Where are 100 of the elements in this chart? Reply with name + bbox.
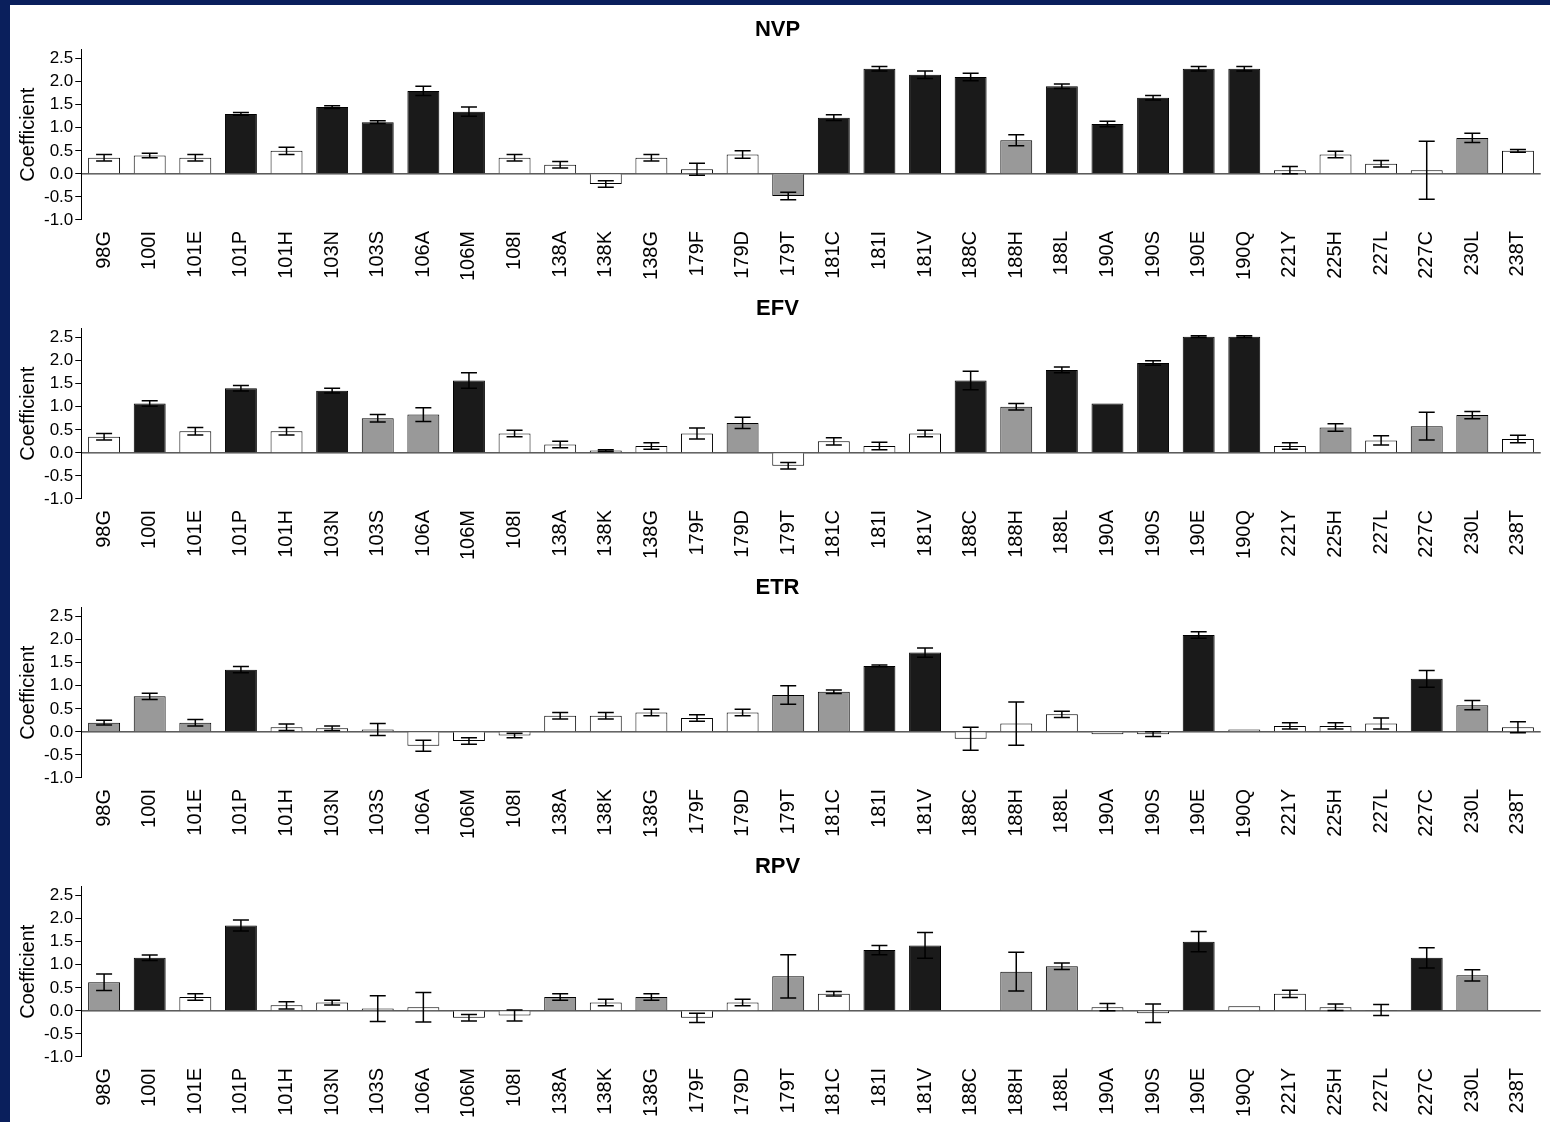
x-tick-label: 190A <box>1094 1067 1117 1115</box>
x-tick-label: 179T <box>775 509 798 556</box>
x-tick-label: 98G <box>91 1067 114 1106</box>
x-tick-label: 190S <box>1140 230 1163 278</box>
x-tick-label: 179D <box>730 1067 753 1116</box>
x-tick-label: 225H <box>1323 509 1346 558</box>
y-tick-label: 1.0 <box>49 117 74 137</box>
x-tick-label: 188L <box>1049 1067 1072 1113</box>
x-tick-label: 227C <box>1414 1067 1437 1116</box>
x-tick-label: 138A <box>547 1067 570 1115</box>
y-tick-label: 2.5 <box>49 606 74 626</box>
x-tick-label: 188L <box>1049 509 1072 555</box>
x-tick-label: 138G <box>638 509 661 559</box>
x-tick-label: 101E <box>182 788 205 836</box>
y-tick-label: 2.0 <box>49 629 74 649</box>
x-tick-label: 238T <box>1505 230 1528 277</box>
x-tick-label: 101P <box>228 788 251 836</box>
y-tick-label: -0.5 <box>44 744 74 764</box>
y-axis-title: Coefficient <box>15 87 38 182</box>
x-tick-label: 188L <box>1049 230 1072 276</box>
x-tick-label: 138K <box>593 509 616 557</box>
x-tick-label: 190Q <box>1231 788 1254 838</box>
x-tick-label: 221Y <box>1277 509 1300 557</box>
chart-title: NVP <box>754 16 801 42</box>
x-tick-label: 179F <box>684 230 707 277</box>
x-tick-label: 103S <box>365 230 388 278</box>
x-tick-label: 106A <box>410 788 433 836</box>
x-tick-label: 190A <box>1094 788 1117 836</box>
y-axis-title: Coefficient <box>15 645 38 740</box>
y-tick-label: 2.0 <box>49 350 74 370</box>
x-tick-label: 103S <box>365 509 388 557</box>
y-tick-label: -1.0 <box>44 488 74 508</box>
x-tick-label: 179D <box>730 230 753 279</box>
x-tick-label: 98G <box>91 230 114 269</box>
x-tick-label: 188H <box>1003 230 1026 279</box>
x-tick-label: 98G <box>91 509 114 548</box>
x-tick-label: 103N <box>319 230 342 279</box>
y-tick-label: -0.5 <box>44 465 74 485</box>
x-tick-label: 181C <box>821 788 844 837</box>
x-tick-label: 106M <box>456 788 479 839</box>
x-tick-label: 190S <box>1140 509 1163 557</box>
x-tick-label: 101P <box>228 1067 251 1115</box>
x-tick-label: 238T <box>1505 788 1528 835</box>
x-tick-label: 230L <box>1459 788 1482 834</box>
x-tick-label: 230L <box>1459 1067 1482 1113</box>
x-tick-label: 227L <box>1368 788 1391 834</box>
x-tick-label: 138A <box>547 509 570 557</box>
y-tick-label: 1.5 <box>49 652 74 672</box>
y-tick-label: 0.0 <box>49 721 74 741</box>
x-tick-label: 179T <box>775 1067 798 1114</box>
x-tick-label: 179T <box>775 230 798 277</box>
y-tick-label: 2.0 <box>49 908 74 928</box>
x-tick-label: 188C <box>958 788 981 837</box>
x-tick-label: 181V <box>912 788 935 836</box>
x-tick-label: 188H <box>1003 788 1026 837</box>
y-tick-label: -1.0 <box>44 767 74 787</box>
x-tick-label: 108I <box>502 788 525 828</box>
x-tick-label: 230L <box>1459 509 1482 555</box>
y-axis-title: Coefficient <box>15 366 38 461</box>
x-tick-label: 190E <box>1186 509 1209 557</box>
x-tick-label: 181V <box>912 1067 935 1115</box>
x-tick-label: 188C <box>958 230 981 279</box>
x-tick-label: 106A <box>410 230 433 278</box>
x-tick-label: 101E <box>182 509 205 557</box>
x-tick-label: 221Y <box>1277 230 1300 278</box>
x-tick-label: 221Y <box>1277 1067 1300 1115</box>
x-tick-label: 190A <box>1094 230 1117 278</box>
y-tick-label: 1.0 <box>49 396 74 416</box>
x-tick-label: 190Q <box>1231 509 1254 559</box>
x-tick-label: 138K <box>593 230 616 278</box>
x-tick-label: 103N <box>319 788 342 837</box>
x-tick-label: 101H <box>274 509 297 558</box>
x-tick-label: 138K <box>593 1067 616 1115</box>
x-tick-label: 138G <box>638 230 661 280</box>
x-tick-label: 181C <box>821 230 844 279</box>
x-tick-label: 101H <box>274 230 297 279</box>
x-tick-label: 181I <box>866 1067 889 1107</box>
x-tick-label: 238T <box>1505 1067 1528 1114</box>
x-tick-label: 181C <box>821 509 844 558</box>
y-tick-label: 2.5 <box>49 885 74 905</box>
x-tick-label: 106M <box>456 1067 479 1118</box>
x-tick-label: 138G <box>638 1067 661 1117</box>
x-tick-label: 230L <box>1459 230 1482 276</box>
x-tick-label: 100I <box>137 788 160 828</box>
x-tick-label: 227L <box>1368 509 1391 555</box>
x-tick-label: 138K <box>593 788 616 836</box>
y-tick-label: 1.0 <box>49 675 74 695</box>
x-tick-label: 103S <box>365 788 388 836</box>
x-tick-label: 138A <box>547 788 570 836</box>
y-tick-label: 1.5 <box>49 931 74 951</box>
x-tick-label: 106M <box>456 230 479 281</box>
y-tick-label: 1.5 <box>49 373 74 393</box>
x-tick-label: 108I <box>502 1067 525 1107</box>
x-tick-label: 101H <box>274 1067 297 1116</box>
y-tick-label: 0.5 <box>49 140 74 160</box>
y-tick-label: 2.5 <box>49 48 74 68</box>
y-tick-label: -1.0 <box>44 1046 74 1066</box>
y-tick-label: 1.5 <box>49 94 74 114</box>
x-tick-label: 190S <box>1140 788 1163 836</box>
x-tick-label: 188C <box>958 509 981 558</box>
